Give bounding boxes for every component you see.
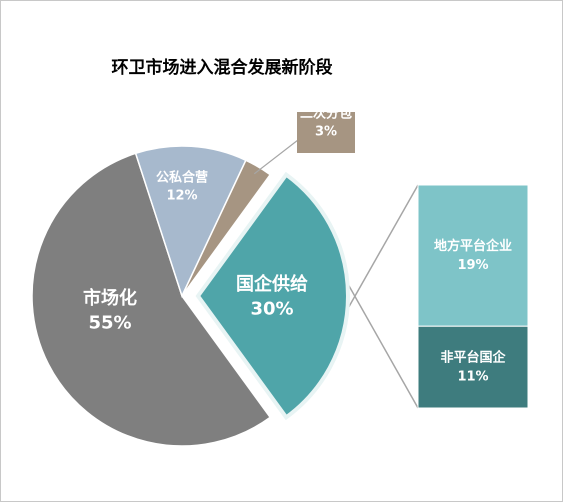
callout-line [253,139,299,175]
slice-label: 国企供给 [236,273,308,295]
slice-value: 30% [250,299,293,320]
breakdown-bar [417,325,529,409]
pie-slice [181,159,272,297]
breakdown-bar [417,184,529,327]
slice-label: 二次分包 [300,106,352,122]
pie-slice [195,171,350,421]
callout-box [297,112,355,153]
slice-value: 55% [88,313,131,334]
breakdown-value: 19% [457,258,488,273]
breakdown-label: 非平台国企 [440,350,506,366]
breakdown-value: 11% [457,370,488,385]
slice-value: 12% [166,188,197,203]
slice-label: 市场化 [83,287,137,309]
pie-slice [134,145,247,299]
slice-value: 3% [315,124,337,139]
chart-title: 环卫市场进入混合发展新阶段 [112,57,333,78]
breakdown-label: 地方平台企业 [434,238,512,254]
slice-label: 公私合营 [156,170,208,186]
pie-slice [31,152,272,447]
